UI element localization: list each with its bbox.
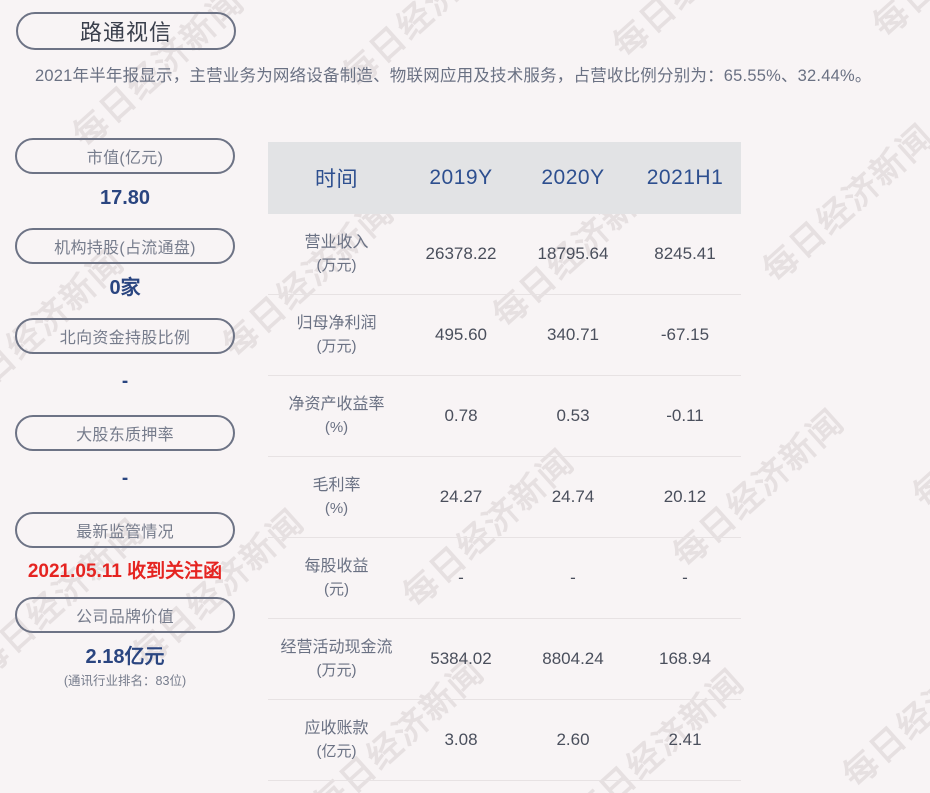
metric-block: 最新监管情况 2021.05.11 收到关注函 xyxy=(0,512,250,581)
row-label: 经营活动现金流 xyxy=(280,639,393,656)
page-title: 路通视信 xyxy=(79,20,172,45)
table-cell-value: - xyxy=(405,537,517,619)
row-label-cell: 营业收入 (万元) xyxy=(268,214,405,295)
metric-label-pill[interactable]: 北向资金持股比例 xyxy=(15,318,235,354)
metric-block: 北向资金持股比例 - xyxy=(0,318,250,391)
table-cell-value: 8804.24 xyxy=(517,618,629,700)
metric-label-pill[interactable]: 大股东质押率 xyxy=(15,415,235,451)
metric-label-pill[interactable]: 市值(亿元) xyxy=(15,138,235,174)
table-cell-value: 18795.64 xyxy=(517,214,629,295)
table-cell-value: 0.78 xyxy=(405,375,517,457)
metric-block: 大股东质押率 - xyxy=(0,415,250,488)
metrics-sidebar: 市值(亿元) 17.80 机构持股(占流通盘) 0家北向资金持股比例 - 大股东质押率 - 最… xyxy=(0,138,250,689)
metric-value: 2.18亿元 xyxy=(85,646,165,668)
metric-label-pill[interactable]: 机构持股(占流通盘) xyxy=(15,228,235,264)
table-cell-value: 0.53 xyxy=(517,375,629,457)
table-cell-value: 2.41 xyxy=(629,699,741,781)
metric-label: 最新监管情况 xyxy=(76,524,174,541)
table-row: 毛利率 (%) 24.27 24.74 20.12 xyxy=(268,456,741,538)
row-label-cell: 经营活动现金流 (万元) xyxy=(268,618,405,700)
table-cell-value: 5384.02 xyxy=(405,618,517,700)
metric-label: 大股东质押率 xyxy=(76,427,174,444)
metric-label: 公司品牌价值 xyxy=(76,609,174,626)
metric-value: 0家 xyxy=(109,277,141,299)
regulatory-status-text: 2021.05.11 收到关注函 xyxy=(27,561,223,582)
table-row: 归母净利润 (万元) 495.60 340.71 -67.15 xyxy=(268,294,741,376)
row-unit: (亿元) xyxy=(316,743,357,760)
table-cell-value: -67.15 xyxy=(629,294,741,376)
table-header-row: 时间 2019Y 2020Y 2021H1 xyxy=(268,142,741,214)
financial-table: 时间 2019Y 2020Y 2021H1 营业收入 (万元) 26378.22 18… xyxy=(268,142,741,781)
metric-block: 公司品牌价值 2.18亿元 (通讯行业排名：83位) xyxy=(0,597,250,689)
row-label: 应收账款 xyxy=(304,720,369,737)
table-row: 应收账款 (亿元) 3.08 2.60 2.41 xyxy=(268,699,741,781)
metric-subtext: (通讯行业排名：83位) xyxy=(63,674,187,688)
row-label-cell: 毛利率 (%) xyxy=(268,456,405,538)
table-cell-value: 24.74 xyxy=(517,456,629,538)
metric-label-pill[interactable]: 公司品牌价值 xyxy=(15,597,235,633)
row-unit: (元) xyxy=(324,581,349,598)
row-label: 毛利率 xyxy=(312,477,361,494)
table-cell-value: 168.94 xyxy=(629,618,741,700)
table-row: 净资产收益率 (%) 0.78 0.53 -0.11 xyxy=(268,375,741,457)
table-cell-value: - xyxy=(629,537,741,619)
metric-label-pill[interactable]: 最新监管情况 xyxy=(15,512,235,548)
metric-value: - xyxy=(121,371,129,392)
row-unit: (%) xyxy=(324,419,349,436)
business-description: 2021年半年报显示，主营业务为网络设备制造、物联网应用及技术服务，占营收比例分… xyxy=(35,67,872,85)
column-header-time: 时间 xyxy=(268,142,405,214)
row-label-cell: 应收账款 (亿元) xyxy=(268,699,405,781)
column-header-2021h1: 2021H1 xyxy=(629,142,741,214)
table-cell-value: 20.12 xyxy=(629,456,741,538)
row-unit: (万元) xyxy=(316,338,357,355)
metric-block: 市值(亿元) 17.80 xyxy=(0,138,250,208)
metric-label: 机构持股(占流通盘) xyxy=(54,240,196,257)
table-row: 经营活动现金流 (万元) 5384.02 8804.24 168.94 xyxy=(268,618,741,700)
row-label: 每股收益 xyxy=(304,558,369,575)
metric-value: 17.80 xyxy=(99,187,151,209)
row-label-cell: 每股收益 (元) xyxy=(268,537,405,619)
table-cell-value: 495.60 xyxy=(405,294,517,376)
row-label-cell: 净资产收益率 (%) xyxy=(268,375,405,457)
company-name-pill: 路通视信 xyxy=(16,12,236,50)
table-cell-value: - xyxy=(517,537,629,619)
row-unit: (万元) xyxy=(316,662,357,679)
column-header-2019y: 2019Y xyxy=(405,142,517,214)
table-cell-value: -0.11 xyxy=(629,375,741,457)
row-unit: (万元) xyxy=(316,257,357,274)
row-label-cell: 归母净利润 (万元) xyxy=(268,294,405,376)
row-label: 净资产收益率 xyxy=(288,396,385,413)
metric-label: 市值(亿元) xyxy=(86,150,164,167)
table-cell-value: 3.08 xyxy=(405,699,517,781)
column-header-2020y: 2020Y xyxy=(517,142,629,214)
table-cell-value: 2.60 xyxy=(517,699,629,781)
table-row: 每股收益 (元) - - - xyxy=(268,537,741,619)
row-unit: (%) xyxy=(324,500,349,517)
table-cell-value: 8245.41 xyxy=(629,214,741,295)
table-cell-value: 24.27 xyxy=(405,456,517,538)
table-row: 营业收入 (万元) 26378.22 18795.64 8245.41 xyxy=(268,214,741,295)
metric-block: 机构持股(占流通盘) 0家 xyxy=(0,228,250,298)
table-cell-value: 340.71 xyxy=(517,294,629,376)
metric-value: - xyxy=(121,468,129,489)
row-label: 营业收入 xyxy=(304,234,369,251)
row-label: 归母净利润 xyxy=(296,315,377,332)
table-cell-value: 26378.22 xyxy=(405,214,517,295)
metric-label: 北向资金持股比例 xyxy=(59,330,191,347)
